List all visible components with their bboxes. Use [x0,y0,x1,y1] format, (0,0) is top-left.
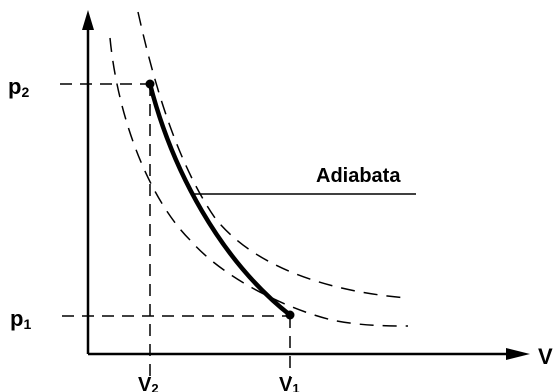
p1-label: p1 [10,306,31,332]
isotherm-upper [137,11,409,299]
adiabat-curve [147,81,293,318]
v1-label: V1 [279,374,300,392]
adiabat-label: Adiabata [316,165,401,187]
isotherm-lower [109,37,409,327]
volume-axis-label: V [538,344,553,369]
state-point-1 [285,310,295,320]
volume-axis-arrow [506,348,530,360]
v2-label: V2 [138,374,159,392]
pressure-axis-arrow [82,10,94,30]
p2-label: p2 [8,74,29,100]
